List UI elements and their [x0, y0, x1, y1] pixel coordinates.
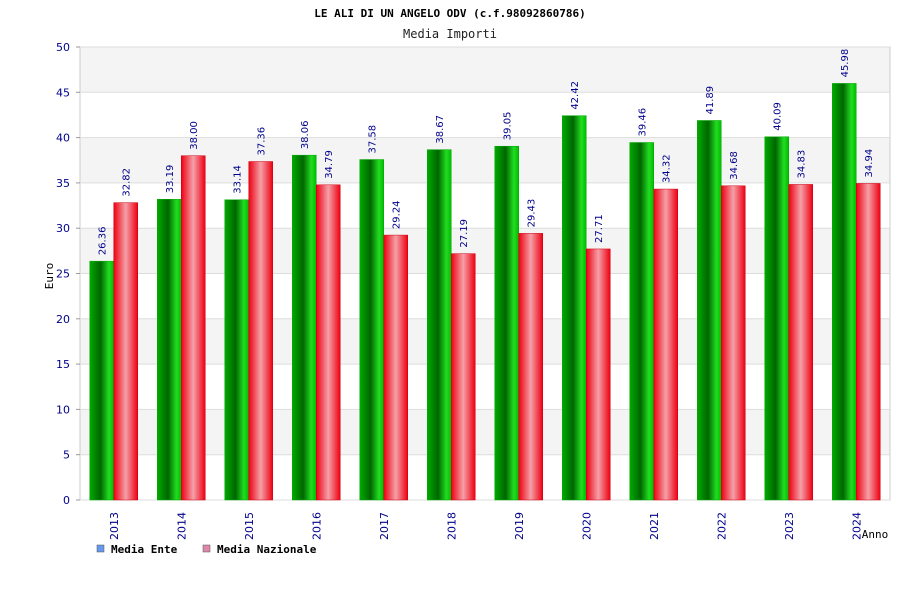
bar-value-label: 34.79	[324, 150, 335, 179]
bar-value-label: 26.36	[98, 227, 109, 256]
bar-media-ente-2021	[629, 142, 654, 501]
legend: Media Ente Media Nazionale	[96, 543, 317, 556]
bar-media-nazionale-2019	[518, 233, 543, 501]
plot-band	[80, 92, 890, 138]
plot-band	[80, 228, 890, 274]
y-tick-label: 45	[56, 86, 70, 99]
bar-media-ente-2019	[494, 145, 519, 501]
x-axis-ticks: 2013 2014 2015 2016 2017 2018 2019 2020 2021 2022…	[108, 512, 864, 540]
x-tick-label: 2015	[243, 512, 256, 540]
plot-band	[80, 318, 890, 365]
plot-band	[80, 409, 890, 455]
x-tick-label: 2013	[108, 512, 121, 540]
x-tick-label: 2021	[648, 512, 661, 540]
bar-value-label: 38.06	[300, 121, 311, 150]
y-tick-label: 30	[56, 222, 70, 235]
bar-media-nazionale-2017	[383, 234, 408, 501]
y-tick-label: 0	[63, 494, 70, 507]
bar-media-nazionale-2024	[856, 183, 881, 501]
bar-media-nazionale-2016	[316, 184, 341, 501]
bar-media-ente-2017	[359, 159, 384, 501]
bar-value-label: 42.42	[570, 81, 581, 110]
bar-media-ente-2020	[562, 115, 587, 501]
bar-media-nazionale-2021	[653, 188, 678, 501]
plot-band	[80, 364, 890, 410]
plot-band	[80, 47, 890, 93]
plot-band	[80, 273, 890, 319]
bars: 26.36 32.82 33.19 38.00 33.14 37.36 38.06 34.79…	[89, 49, 881, 501]
x-tick-label: 2017	[378, 512, 391, 540]
legend-label: Media Nazionale	[217, 543, 317, 556]
bar-value-label: 29.43	[527, 199, 538, 228]
y-tick-label: 10	[56, 403, 70, 416]
plot-background	[79, 46, 891, 501]
x-tick-label: 2014	[175, 512, 188, 540]
plot-band	[80, 454, 890, 500]
bar-media-ente-2024	[832, 83, 857, 501]
bar-value-label: 32.82	[122, 168, 133, 197]
legend-swatch	[202, 544, 211, 553]
bar-value-label: 45.98	[840, 49, 851, 78]
bar-media-ente-2022	[697, 120, 722, 501]
y-tick-label: 35	[56, 177, 70, 190]
bar-media-nazionale-2013	[113, 202, 138, 501]
bar-value-label: 41.89	[705, 86, 716, 115]
bar-media-nazionale-2018	[451, 253, 476, 501]
bar-value-label: 27.19	[459, 219, 470, 248]
bar-value-label: 34.83	[797, 150, 808, 179]
bar-value-label: 33.14	[233, 165, 244, 194]
legend-label: Media Ente	[111, 543, 178, 556]
bar-media-ente-2013	[89, 260, 114, 501]
bar-media-nazionale-2020	[586, 248, 611, 501]
x-tick-label: 2022	[715, 512, 728, 540]
bar-value-label: 33.19	[165, 165, 176, 194]
bar-media-nazionale-2014	[181, 155, 206, 501]
bar-value-label: 37.58	[368, 125, 379, 154]
plot-band	[80, 137, 890, 183]
bar-value-label: 39.05	[503, 112, 514, 141]
bar-value-label: 27.71	[594, 214, 605, 243]
plot-band	[80, 182, 890, 229]
y-tick-label: 15	[56, 358, 70, 371]
bar-media-ente-2016	[292, 154, 317, 501]
bar-value-label: 39.46	[638, 108, 649, 137]
y-axis-label: Euro	[43, 263, 56, 290]
bar-value-label: 38.00	[189, 121, 200, 150]
chart-subtitle: Media Importi	[403, 27, 497, 41]
y-tick-label: 5	[63, 449, 70, 462]
x-tick-label: 2019	[513, 512, 526, 540]
chart-title: LE ALI DI UN ANGELO ODV (c.f.98092860786…	[314, 7, 586, 20]
x-axis-label: Anno	[862, 528, 889, 541]
bar-media-ente-2015	[224, 199, 249, 501]
y-tick-label: 25	[56, 268, 70, 281]
y-axis-ticks: 0 5 10 15 20 25 30 35 40 45 50	[56, 41, 80, 507]
bar-media-ente-2023	[764, 136, 789, 501]
bar-value-label: 34.32	[662, 154, 673, 183]
legend-swatch	[96, 544, 105, 553]
x-tick-label: 2018	[445, 512, 458, 540]
bar-value-label: 40.09	[773, 102, 784, 131]
bar-media-ente-2014	[157, 199, 182, 501]
x-tick-label: 2016	[310, 512, 323, 540]
x-tick-label: 2020	[580, 512, 593, 540]
y-tick-label: 40	[56, 132, 70, 145]
bar-media-nazionale-2023	[788, 184, 813, 501]
bar-value-label: 29.24	[392, 200, 403, 229]
grid-lines	[80, 46, 890, 501]
bar-media-nazionale-2022	[721, 185, 746, 501]
x-tick-label: 2024	[850, 512, 863, 540]
y-tick-label: 20	[56, 313, 70, 326]
y-tick-label: 50	[56, 41, 70, 54]
bar-value-label: 37.36	[257, 127, 268, 156]
bar-value-label: 34.94	[864, 149, 875, 178]
bar-media-ente-2018	[427, 149, 452, 501]
bar-value-label: 38.67	[435, 115, 446, 144]
bar-media-nazionale-2015	[248, 161, 273, 501]
x-tick-label: 2023	[783, 512, 796, 540]
bar-value-label: 34.68	[729, 151, 740, 180]
